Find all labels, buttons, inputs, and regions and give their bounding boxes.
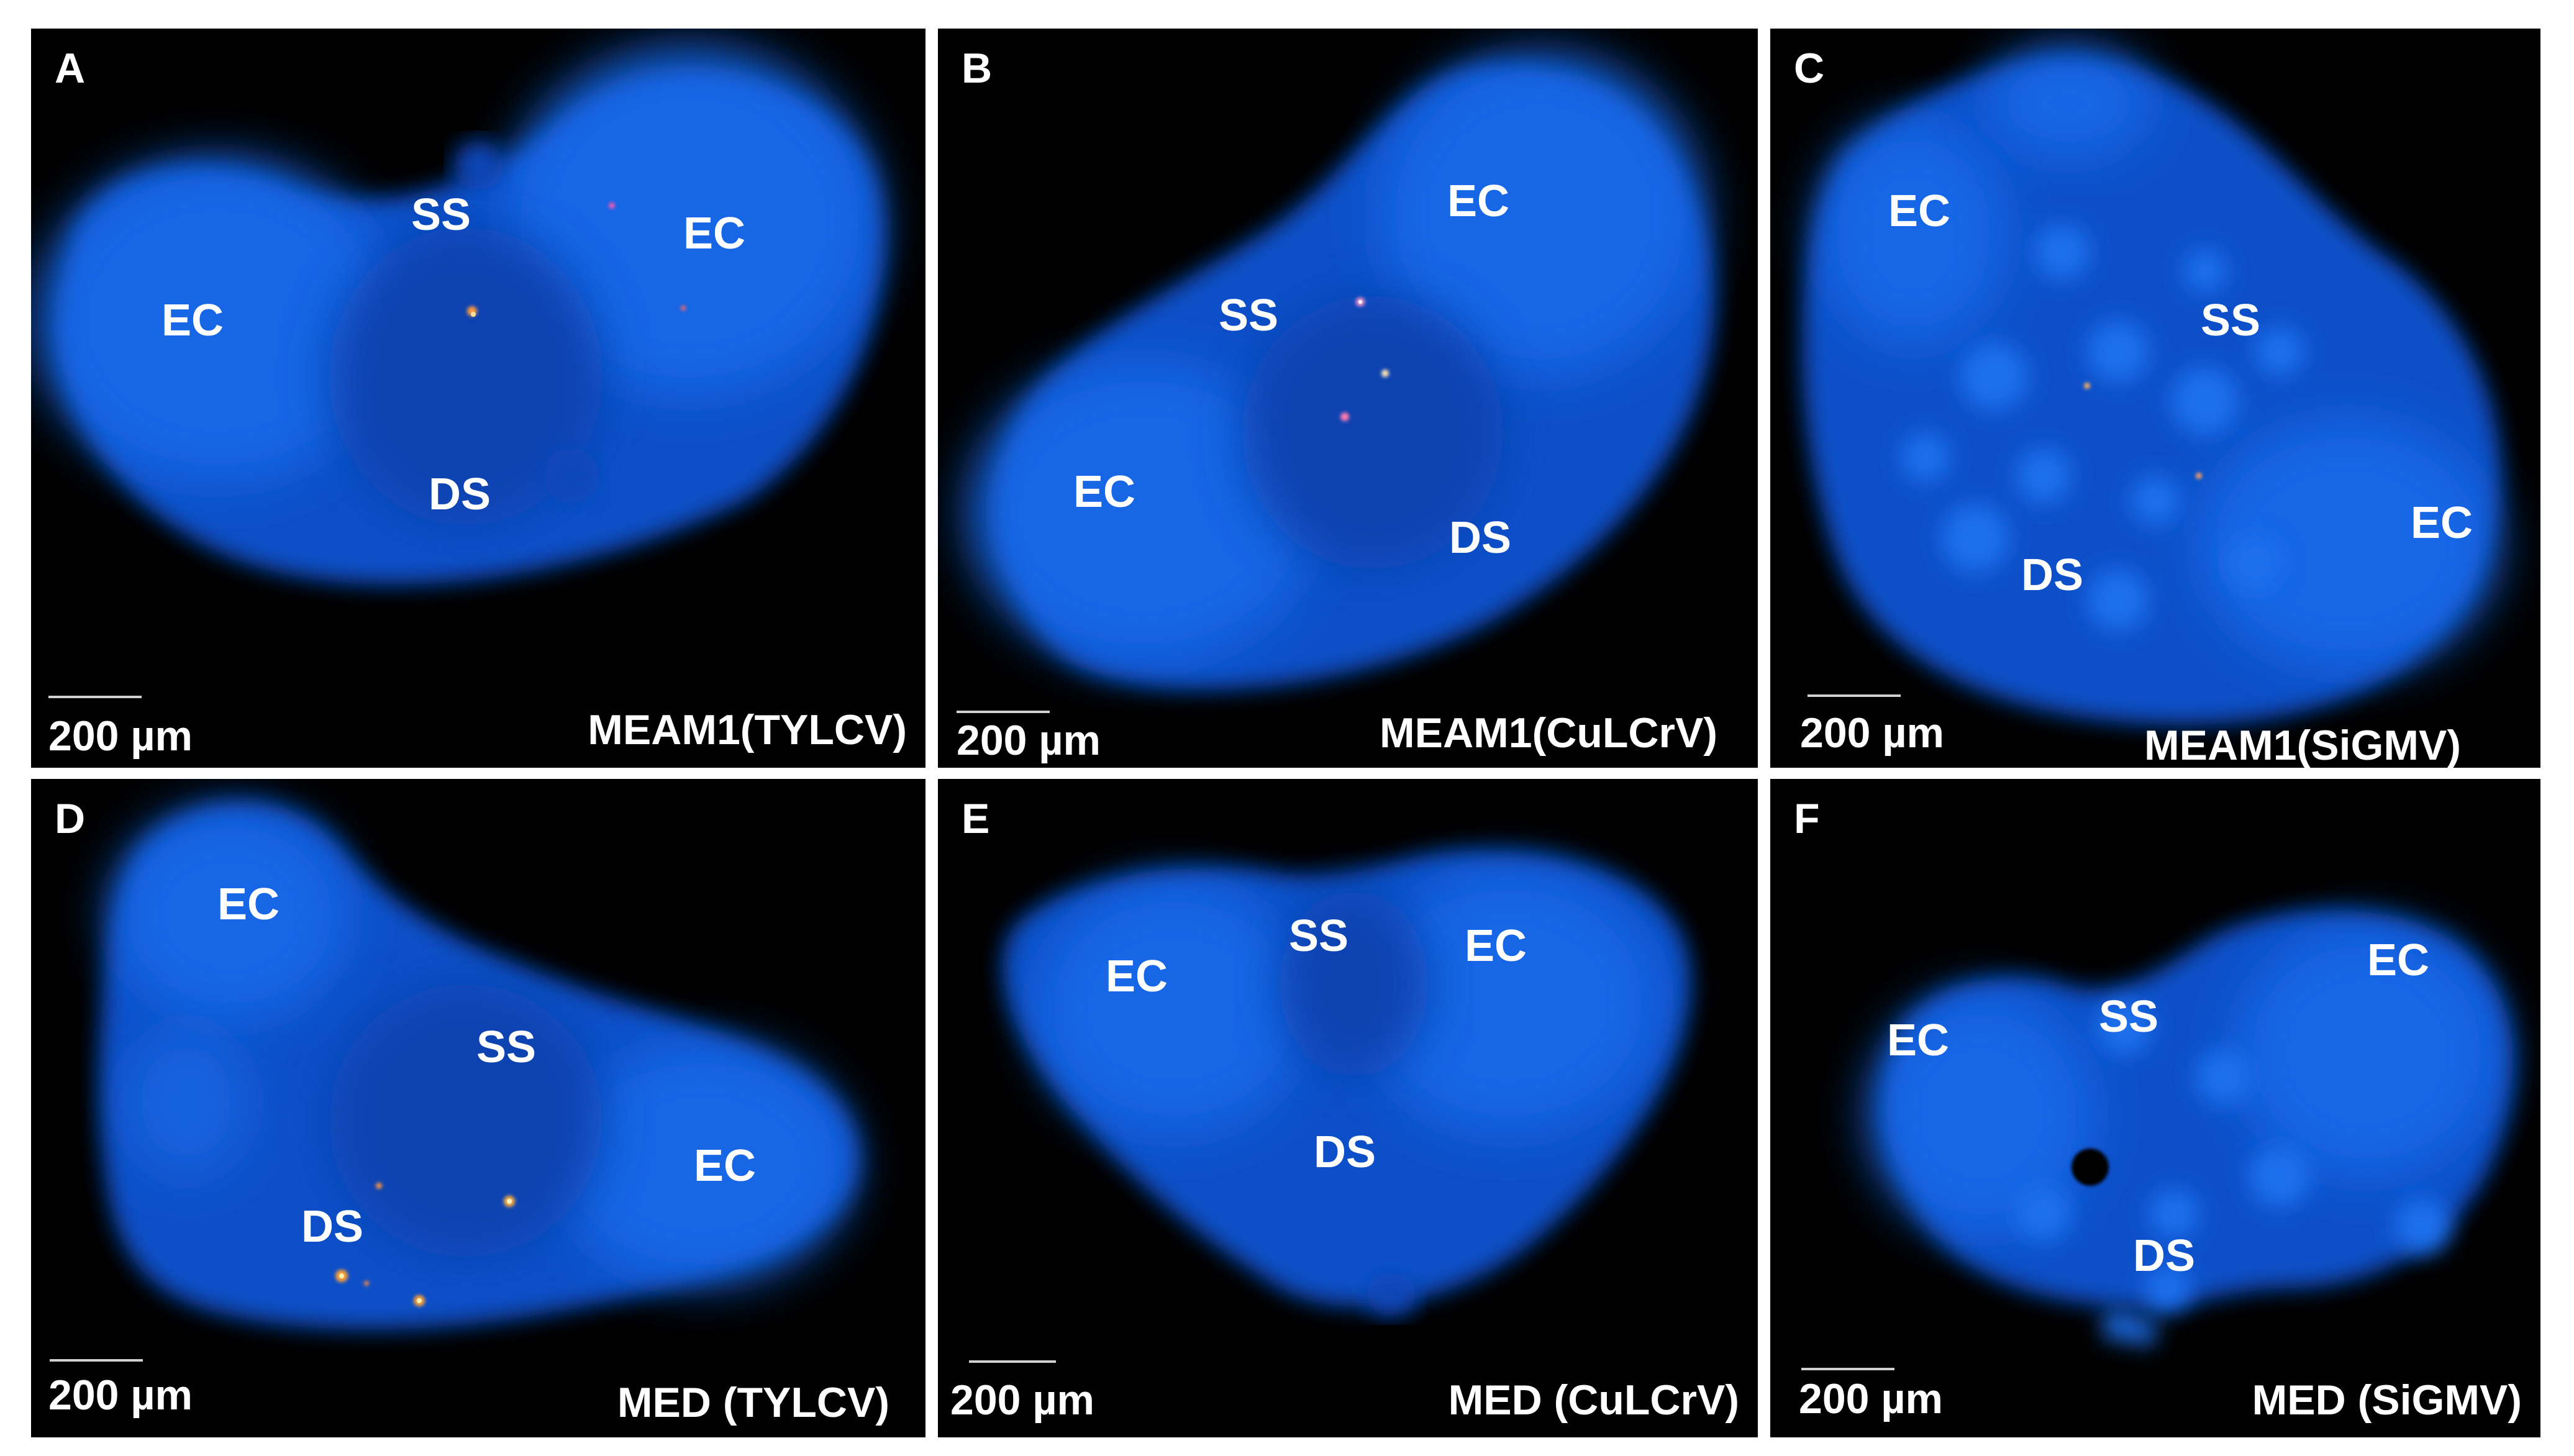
ec-label: EC	[693, 1141, 757, 1191]
ds-label: DS	[428, 470, 491, 519]
ovary-image	[99, 803, 858, 1330]
scale-bar-text: 200 µm	[1800, 709, 1944, 757]
condition-label: MEAM1(TYLCV)	[588, 706, 907, 753]
panel-letter: B	[962, 45, 993, 92]
panel-a: A SS EC EC DS 200 µm MEAM1(TYLCV)	[31, 29, 925, 768]
panel-letter: F	[1794, 795, 1820, 842]
ovary-image	[1870, 910, 2513, 1345]
ec-label: EC	[1073, 467, 1136, 517]
panel-c: C EC SS EC DS 200 µm MEAM1(SiGMV)	[1770, 29, 2540, 768]
ss-label: SS	[1218, 291, 1279, 340]
ss-label: SS	[2200, 296, 2261, 345]
scale-bar	[969, 1360, 1056, 1363]
ds-label: DS	[2021, 550, 2084, 600]
ovary-image	[969, 53, 1715, 689]
ec-label: EC	[2367, 935, 2430, 985]
ds-label: DS	[301, 1202, 364, 1252]
ovary-image	[1802, 47, 2501, 725]
ec-label: EC	[1888, 186, 1951, 236]
ds-label: DS	[1313, 1127, 1376, 1177]
scale-bar-text: 200 µm	[1799, 1375, 1943, 1422]
ovary-image	[37, 47, 883, 585]
ss-label: SS	[2098, 992, 2159, 1042]
condition-label: MEAM1(SiGMV)	[2144, 722, 2461, 768]
ec-label: EC	[1886, 1016, 1950, 1065]
ds-label: DS	[1448, 513, 1512, 563]
ec-label: EC	[2410, 498, 2473, 548]
ec-label: EC	[1105, 952, 1168, 1001]
panel-f: F EC SS EC DS 200 µm MED (SiGMV)	[1770, 779, 2540, 1437]
ovary-image	[1003, 850, 1690, 1316]
ec-label: EC	[1464, 921, 1527, 971]
ec-label: EC	[217, 880, 280, 929]
panel-letter: A	[55, 45, 86, 92]
scale-bar	[48, 696, 142, 698]
scale-bar-text: 200 µm	[957, 717, 1101, 764]
ss-label: SS	[1288, 911, 1349, 961]
ss-label: SS	[476, 1022, 537, 1072]
scale-bar	[50, 1359, 143, 1362]
scale-bar-text: 200 µm	[950, 1376, 1094, 1424]
panel-letter: E	[962, 795, 990, 842]
ds-label: DS	[2132, 1231, 2196, 1281]
condition-label: MED (TYLCV)	[617, 1379, 889, 1426]
scale-bar	[957, 711, 1050, 713]
panel-b: B EC SS EC DS 200 µm MEAM1(CuLCrV)	[938, 29, 1758, 768]
panel-d: D EC SS EC DS 200 µm MED (TYLCV)	[31, 779, 925, 1437]
ec-label: EC	[161, 296, 224, 345]
condition-label: MED (SiGMV)	[2252, 1376, 2522, 1424]
scale-bar	[1801, 1368, 1894, 1370]
panel-letter: C	[1794, 45, 1825, 92]
condition-label: MEAM1(CuLCrV)	[1380, 709, 1717, 757]
panel-e: E SS EC EC DS 200 µm MED (CuLCrV)	[938, 779, 1758, 1437]
ec-label: EC	[1447, 176, 1510, 226]
condition-label: MED (CuLCrV)	[1448, 1376, 1739, 1424]
scale-bar	[1808, 694, 1901, 697]
scale-bar-text: 200 µm	[48, 1372, 193, 1419]
ss-label: SS	[411, 190, 471, 240]
ec-label: EC	[683, 209, 746, 258]
panel-letter: D	[55, 795, 86, 842]
scale-bar-text: 200 µm	[48, 712, 193, 760]
